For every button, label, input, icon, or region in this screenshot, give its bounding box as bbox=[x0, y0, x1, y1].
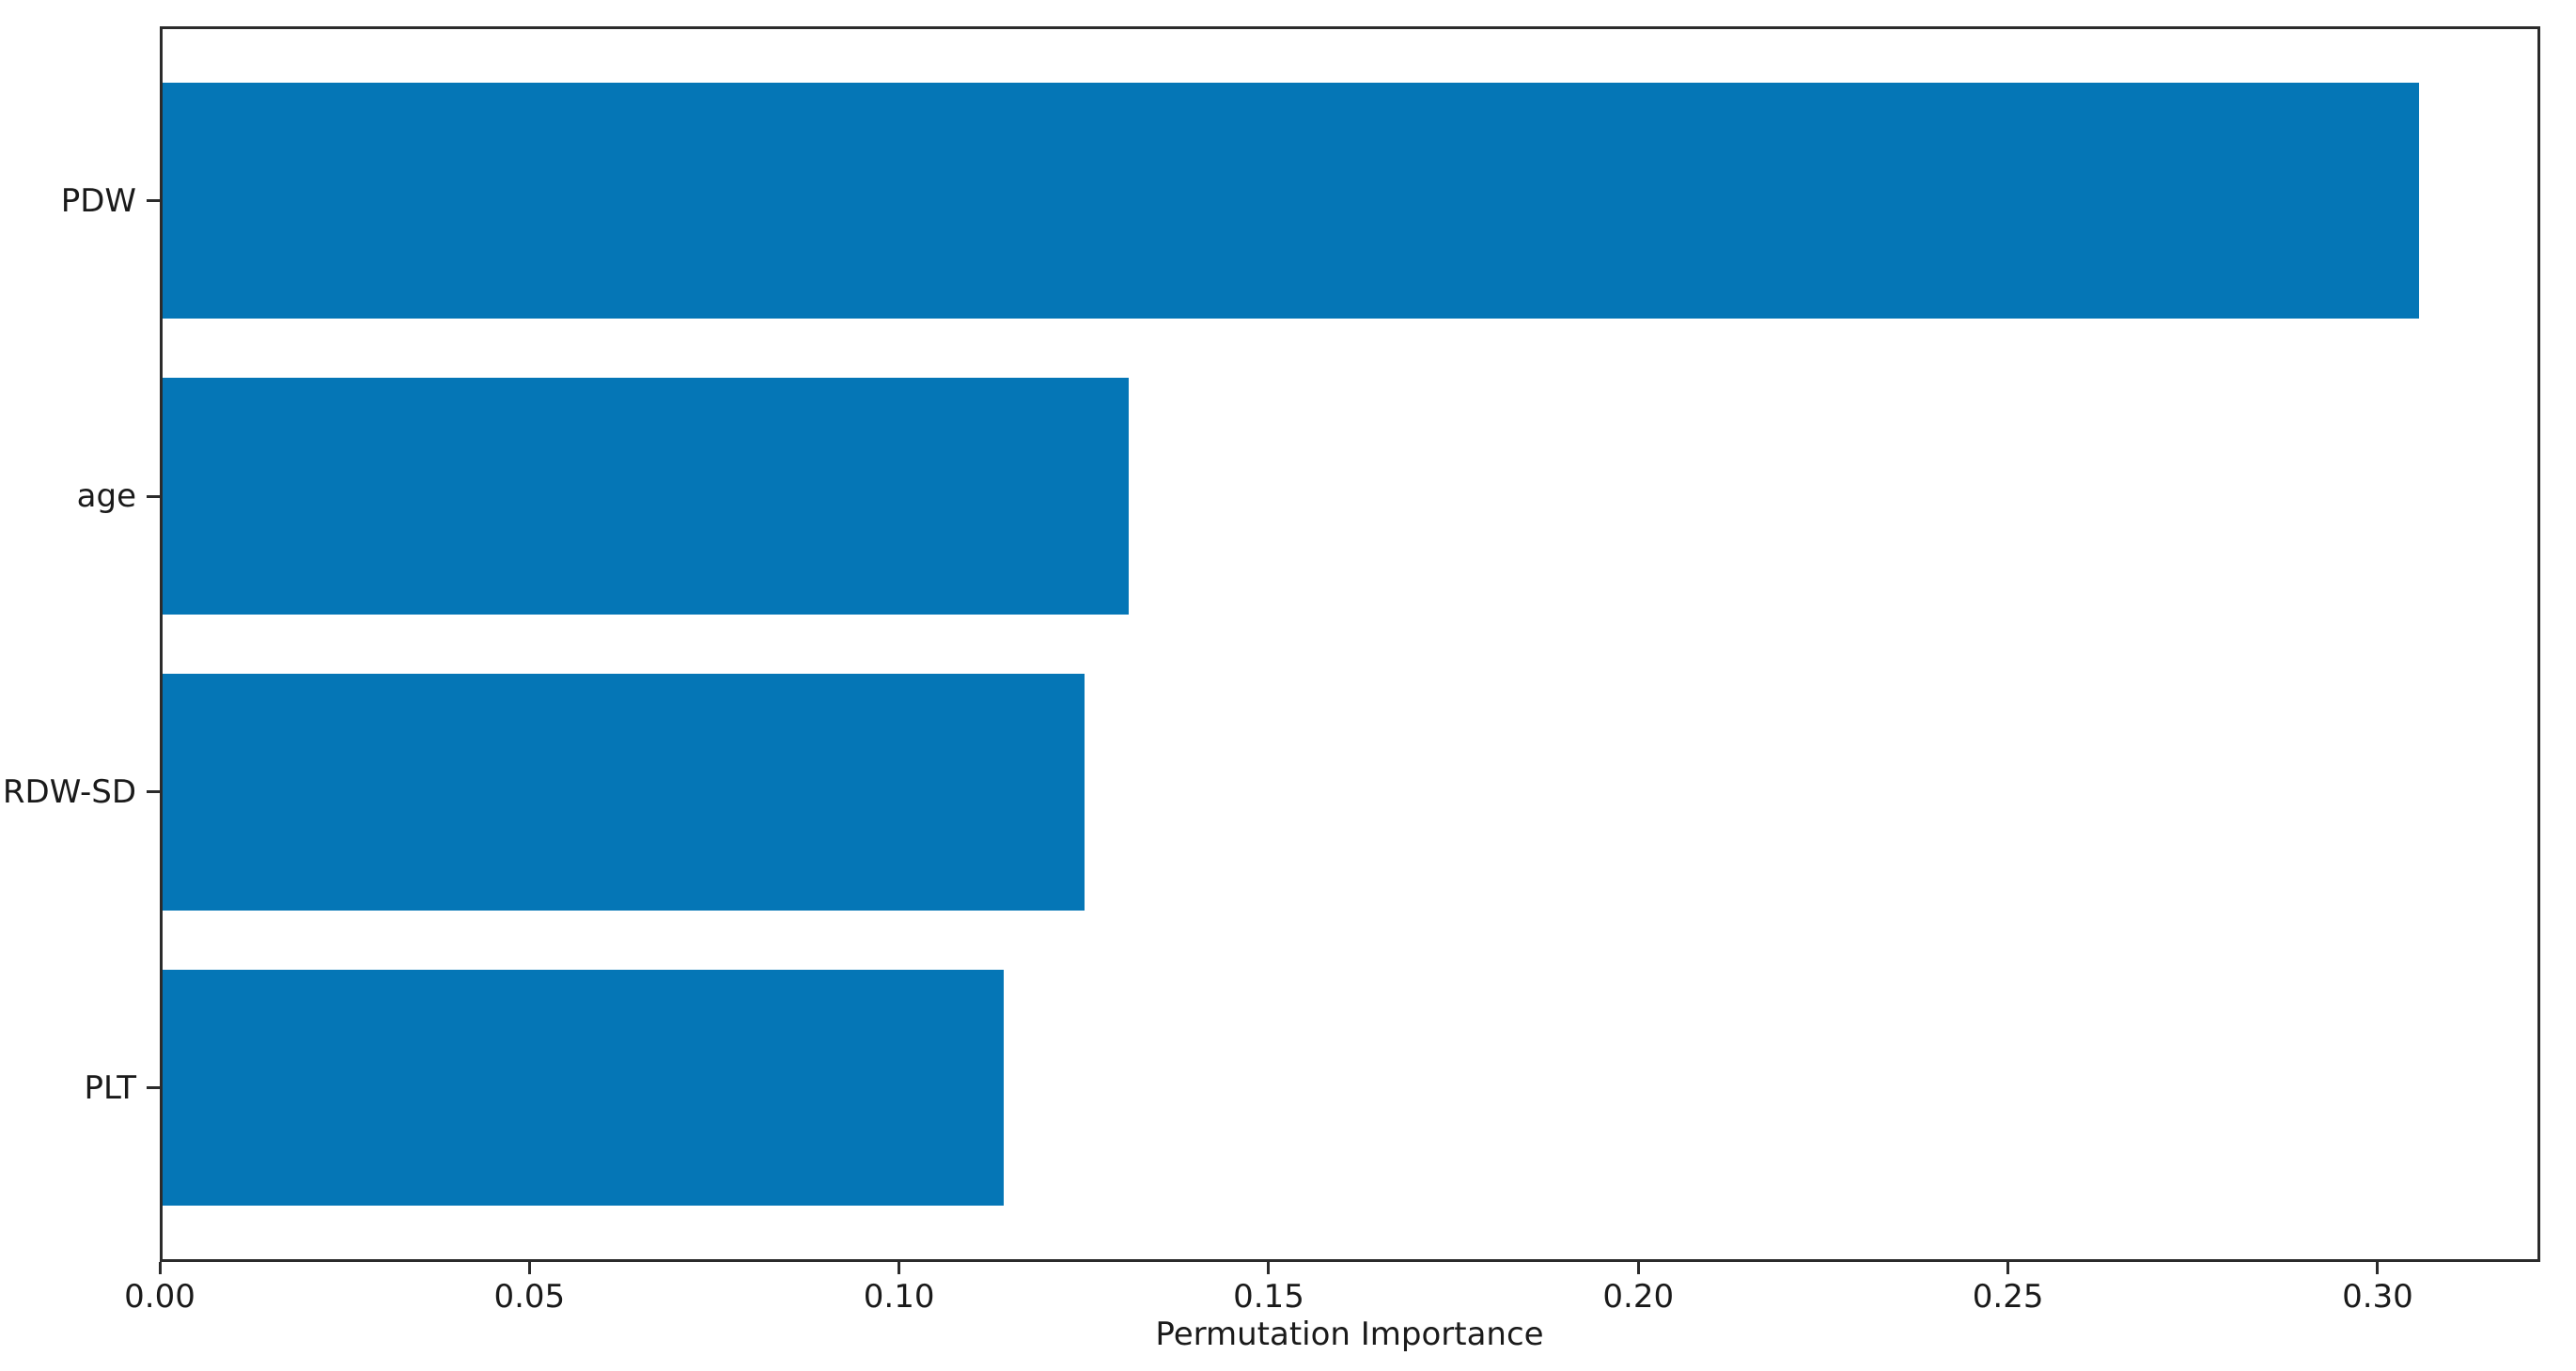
y-tick-mark bbox=[147, 1086, 160, 1090]
bar-PLT bbox=[163, 969, 1004, 1207]
y-tick-label: age bbox=[76, 477, 136, 516]
bar-age bbox=[163, 378, 1130, 615]
y-tick-mark bbox=[147, 494, 160, 498]
x-tick-mark bbox=[2006, 1262, 2010, 1274]
x-tick-mark bbox=[527, 1262, 531, 1274]
x-tick-mark bbox=[898, 1262, 901, 1274]
y-tick-mark bbox=[147, 790, 160, 794]
x-tick-mark bbox=[1267, 1262, 1271, 1274]
x-tick-mark bbox=[2376, 1262, 2380, 1274]
x-axis-title: Permutation Importance bbox=[1155, 1316, 1544, 1353]
x-tick-label: 0.05 bbox=[493, 1278, 566, 1316]
x-tick-label: 0.20 bbox=[1602, 1278, 1675, 1316]
y-tick-label: PDW bbox=[60, 181, 136, 220]
y-tick-label: RDW-SD bbox=[2, 772, 136, 811]
y-tick-label: PLT bbox=[84, 1068, 136, 1107]
y-tick-mark bbox=[147, 199, 160, 203]
x-tick-label: 0.00 bbox=[124, 1278, 195, 1316]
x-tick-label: 0.30 bbox=[2342, 1278, 2413, 1316]
x-tick-label: 0.10 bbox=[863, 1278, 935, 1316]
plot-area bbox=[160, 26, 2540, 1262]
x-tick-label: 0.25 bbox=[1972, 1278, 2044, 1316]
bar-PDW bbox=[163, 82, 2420, 319]
x-tick-label: 0.15 bbox=[1233, 1278, 1304, 1316]
x-tick-mark bbox=[158, 1262, 162, 1274]
x-tick-mark bbox=[1636, 1262, 1640, 1274]
bar-RDW-SD bbox=[163, 674, 1085, 911]
